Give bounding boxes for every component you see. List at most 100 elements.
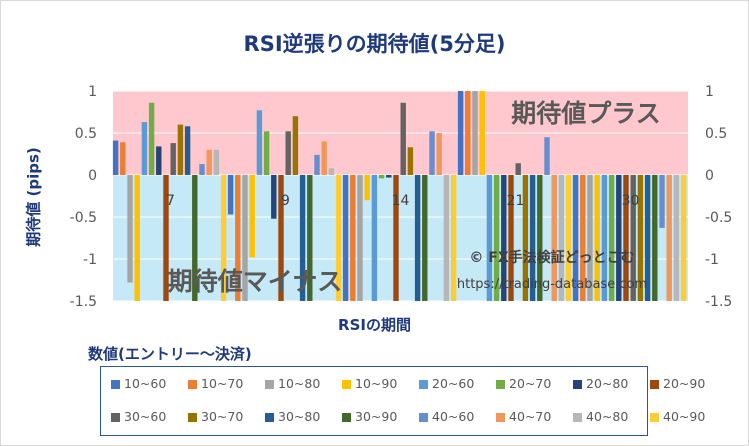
bar-20-90-7: [163, 175, 169, 301]
bar-20-90-30: [623, 175, 629, 301]
y-tick-right: 1: [705, 84, 714, 100]
y-tick-right: -1.5: [705, 294, 732, 310]
y-tick-left: 1: [88, 84, 97, 100]
x-tick-label: 9: [281, 193, 290, 209]
bar-20-70-21: [493, 175, 500, 301]
legend-swatch: [188, 412, 197, 422]
bar-40-80-21: [558, 175, 565, 301]
bar-20-90-14: [393, 175, 399, 301]
legend-swatch: [496, 412, 505, 422]
bar-10-60-7: [112, 140, 119, 175]
bar-40-70-21: [551, 175, 557, 301]
bar-10-80-7: [127, 175, 133, 283]
bar-40-90-30: [680, 175, 687, 301]
legend-label: 10~70: [201, 376, 244, 391]
bar-20-60-7: [141, 122, 148, 175]
bar-30-70-21: [522, 175, 529, 301]
x-tick-label: 7: [166, 193, 175, 209]
legend-label: 40~90: [663, 409, 706, 424]
legend-item: 40~70: [496, 409, 551, 425]
x-tick-label: 14: [392, 193, 410, 209]
y-tick-right: 0: [705, 168, 714, 184]
bar-20-80-14: [386, 175, 392, 178]
legend-item: 30~70: [188, 409, 243, 425]
bar-20-70-30: [608, 175, 615, 301]
legend-item: 20~70: [496, 376, 551, 392]
bar-30-80-30: [644, 175, 651, 301]
bar-40-90-14: [450, 175, 457, 301]
x-tick-label: 30: [622, 193, 640, 209]
bar-40-60-9: [314, 154, 320, 175]
bar-10-80-30: [587, 175, 593, 301]
legend-label: 10~90: [355, 376, 398, 391]
bar-10-70-14: [350, 175, 356, 301]
bar-30-70-9: [292, 116, 299, 175]
bar-40-60-21: [544, 137, 550, 175]
legend-item: 40~60: [419, 409, 474, 425]
bar-30-70-7: [177, 124, 184, 175]
bar-20-90-21: [508, 175, 514, 301]
legend-item: 30~80: [265, 409, 320, 425]
plus-zone-label: 期待値プラス: [511, 99, 661, 128]
bar-40-70-14: [436, 133, 442, 175]
y-tick-right: -1: [705, 252, 719, 268]
legend-item: 40~90: [650, 409, 705, 425]
x-axis-label: RSIの期間: [338, 316, 411, 334]
y-tick-left: 0: [88, 168, 97, 184]
legend-swatch: [650, 412, 659, 422]
bar-20-60-14: [371, 175, 378, 301]
bar-10-70-7: [120, 142, 126, 175]
bar-10-60-14: [342, 175, 349, 301]
bar-10-60-21: [457, 91, 464, 175]
bar-30-70-14: [407, 147, 414, 175]
bar-10-90-9: [249, 175, 255, 258]
bar-10-60-9: [227, 175, 234, 215]
legend-swatch: [265, 379, 274, 389]
legend-swatch: [496, 379, 505, 389]
bar-10-70-30: [580, 175, 586, 301]
bar-30-80-9: [299, 175, 306, 301]
bar-40-90-7: [220, 175, 227, 301]
bar-10-60-30: [572, 175, 579, 301]
legend-item: 20~90: [650, 376, 705, 392]
bar-40-60-7: [199, 164, 205, 175]
legend-item: 30~60: [111, 409, 166, 425]
legend-swatch: [342, 379, 351, 389]
bar-30-60-21: [515, 163, 521, 175]
y-tick-left: -0.5: [70, 210, 97, 226]
bar-20-70-7: [148, 102, 155, 175]
bar-20-80-7: [156, 146, 162, 175]
legend-label: 40~80: [586, 409, 629, 424]
bar-30-80-14: [414, 175, 421, 301]
watermark-copyright: © FX手法検証どっとこむ: [469, 249, 634, 266]
bar-30-60-7: [170, 143, 176, 175]
x-tick-label: 21: [507, 193, 525, 209]
bar-30-80-7: [184, 126, 191, 175]
legend-label: 30~70: [201, 409, 244, 424]
bar-30-60-9: [285, 131, 291, 175]
legend-swatch: [573, 412, 582, 422]
bar-10-90-30: [594, 175, 600, 301]
bar-10-90-7: [134, 175, 140, 301]
legend-swatch: [188, 379, 197, 389]
legend-swatch: [342, 412, 351, 422]
bar-40-80-9: [328, 168, 335, 175]
bar-40-80-30: [673, 175, 680, 301]
legend-label: 40~60: [432, 409, 475, 424]
legend-label: 20~60: [432, 376, 475, 391]
legend-label: 30~60: [124, 409, 167, 424]
bar-10-70-9: [235, 175, 241, 301]
bar-20-70-9: [263, 131, 270, 175]
bar-30-90-14: [422, 175, 428, 301]
legend-title: 数値(エントリー〜決済): [88, 345, 252, 363]
legend-label: 20~80: [586, 376, 629, 391]
bar-20-90-9: [278, 175, 284, 301]
legend-item: 10~60: [111, 376, 166, 392]
bar-40-90-9: [335, 175, 342, 301]
bar-10-90-21: [479, 91, 485, 175]
bar-40-60-14: [429, 131, 435, 175]
bar-20-80-30: [616, 175, 622, 301]
bar-20-60-21: [486, 175, 493, 301]
legend-label: 30~90: [355, 409, 398, 424]
